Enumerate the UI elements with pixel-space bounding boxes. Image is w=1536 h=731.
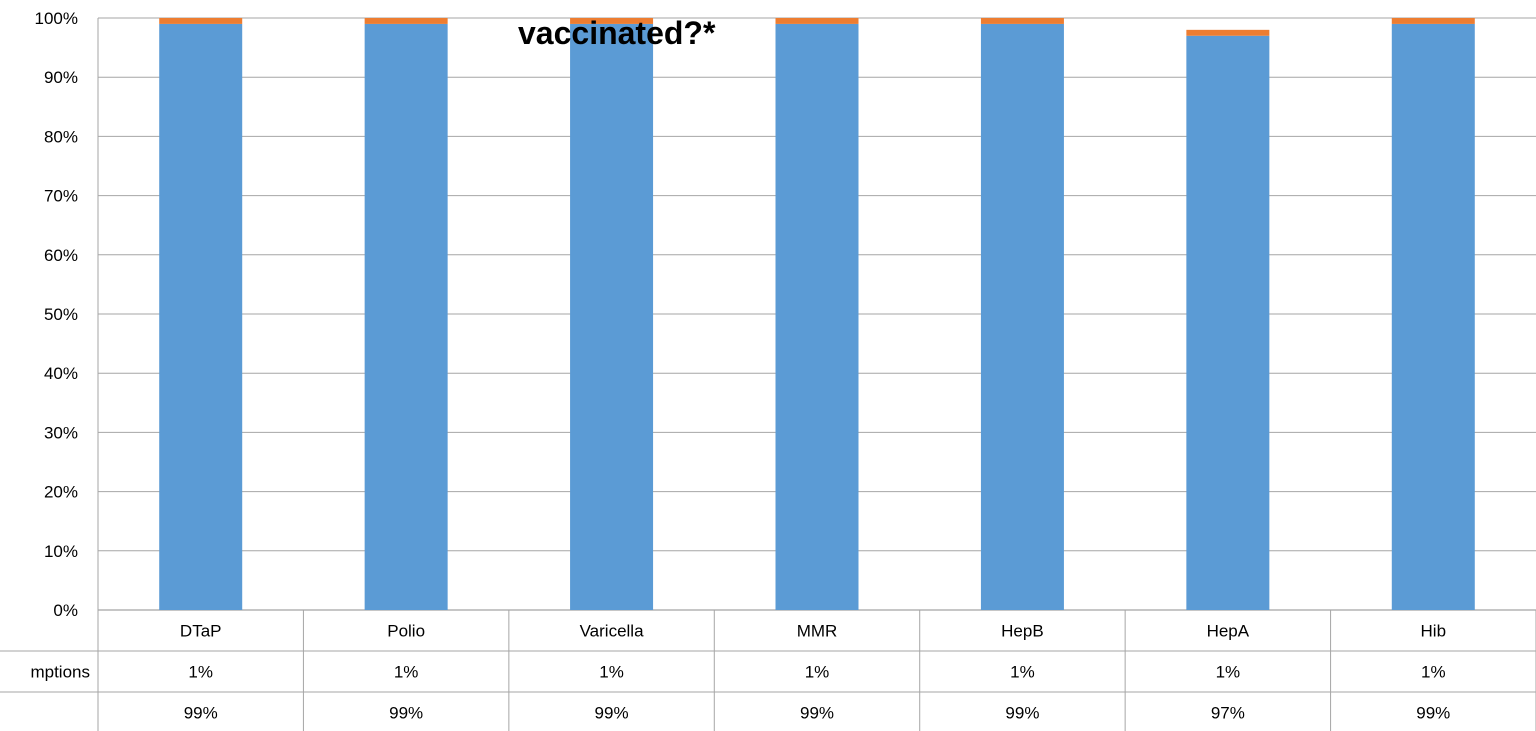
category-label: MMR: [797, 622, 838, 641]
data-value-label: 99%: [595, 704, 629, 723]
bar-segment-2: [980, 18, 1064, 24]
bar-segment-2: [364, 18, 448, 24]
y-tick-label: 60%: [44, 246, 78, 265]
category-label: Varicella: [580, 622, 644, 641]
series-name-label: mptions: [30, 663, 90, 682]
bar-segment-2: [1391, 18, 1475, 24]
bar-segment-2: [775, 18, 859, 24]
y-tick-label: 50%: [44, 305, 78, 324]
bar-segment-1: [159, 23, 243, 611]
y-tick-label: 30%: [44, 423, 78, 442]
data-value-label: 1%: [1010, 663, 1035, 682]
y-tick-label: 20%: [44, 483, 78, 502]
data-value-label: 1%: [1421, 663, 1446, 682]
y-axis-ticks: 0% 10% 20% 30% 40% 50% 60% 70% 80% 90% 100%: [35, 9, 78, 620]
category-label: Polio: [387, 622, 425, 641]
data-value-label: 97%: [1211, 704, 1245, 723]
y-tick-label: 100%: [35, 9, 78, 28]
data-value-label: 99%: [389, 704, 423, 723]
data-value-label: 1%: [188, 663, 213, 682]
data-value-label: 1%: [805, 663, 830, 682]
data-value-label: 99%: [184, 704, 218, 723]
bar-segment-2: [159, 18, 243, 24]
category-label: Hib: [1421, 622, 1447, 641]
y-tick-label: 80%: [44, 127, 78, 146]
category-label: HepB: [1001, 622, 1044, 641]
y-tick-label: 10%: [44, 542, 78, 561]
category-label: HepA: [1207, 622, 1250, 641]
data-value-label: 99%: [1005, 704, 1039, 723]
data-table: DTaP Polio Varicella MMR HepB HepA Hib mptions 1…: [0, 610, 1536, 731]
bar-segment-1: [980, 23, 1064, 611]
y-tick-label: 0%: [53, 601, 78, 620]
bar-segment-1: [570, 23, 654, 611]
y-tick-label: 90%: [44, 68, 78, 87]
data-value-label: 99%: [1416, 704, 1450, 723]
data-value-label: 1%: [394, 663, 419, 682]
data-value-label: 99%: [800, 704, 834, 723]
bar-segment-1: [1186, 35, 1270, 610]
bar-segment-1: [1391, 23, 1475, 611]
data-value-label: 1%: [599, 663, 624, 682]
chart-title: vaccinated?*: [518, 15, 716, 51]
bar-segment-2: [570, 18, 654, 24]
category-label: DTaP: [180, 622, 222, 641]
y-tick-label: 40%: [44, 364, 78, 383]
bar-segment-2: [1186, 29, 1270, 36]
y-tick-label: 70%: [44, 187, 78, 206]
data-value-label: 1%: [1216, 663, 1241, 682]
bar-segment-1: [775, 23, 859, 611]
bars: [159, 18, 1475, 611]
bar-segment-1: [364, 23, 448, 611]
